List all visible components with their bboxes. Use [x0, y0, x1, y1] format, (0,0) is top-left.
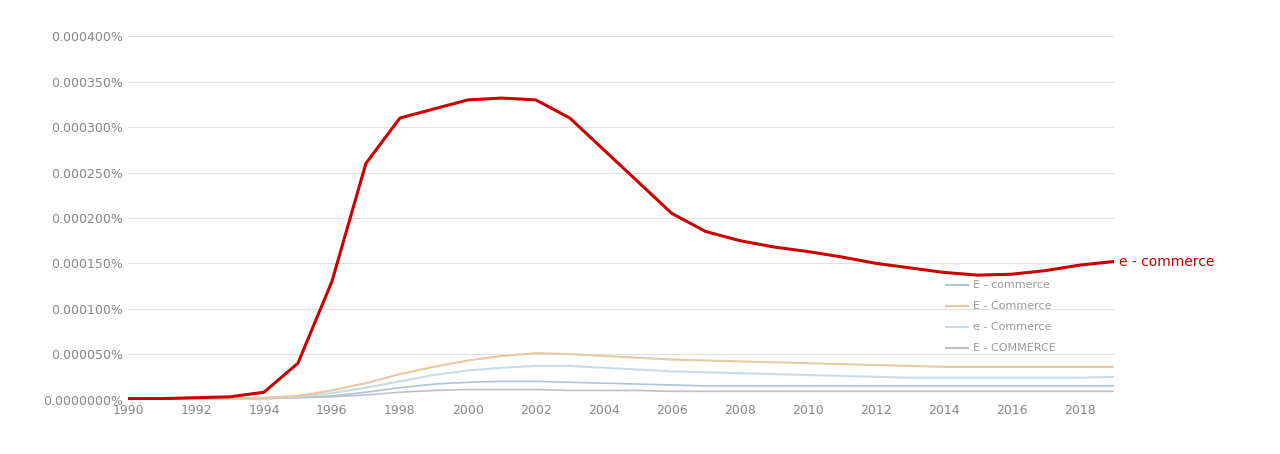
Text: e - Commerce: e - Commerce — [973, 322, 1051, 332]
Text: E - commerce: E - commerce — [973, 280, 1050, 290]
Text: E - Commerce: E - Commerce — [973, 301, 1051, 311]
Text: e - commerce: e - commerce — [1119, 255, 1213, 268]
Text: E - COMMERCE: E - COMMERCE — [973, 343, 1056, 353]
